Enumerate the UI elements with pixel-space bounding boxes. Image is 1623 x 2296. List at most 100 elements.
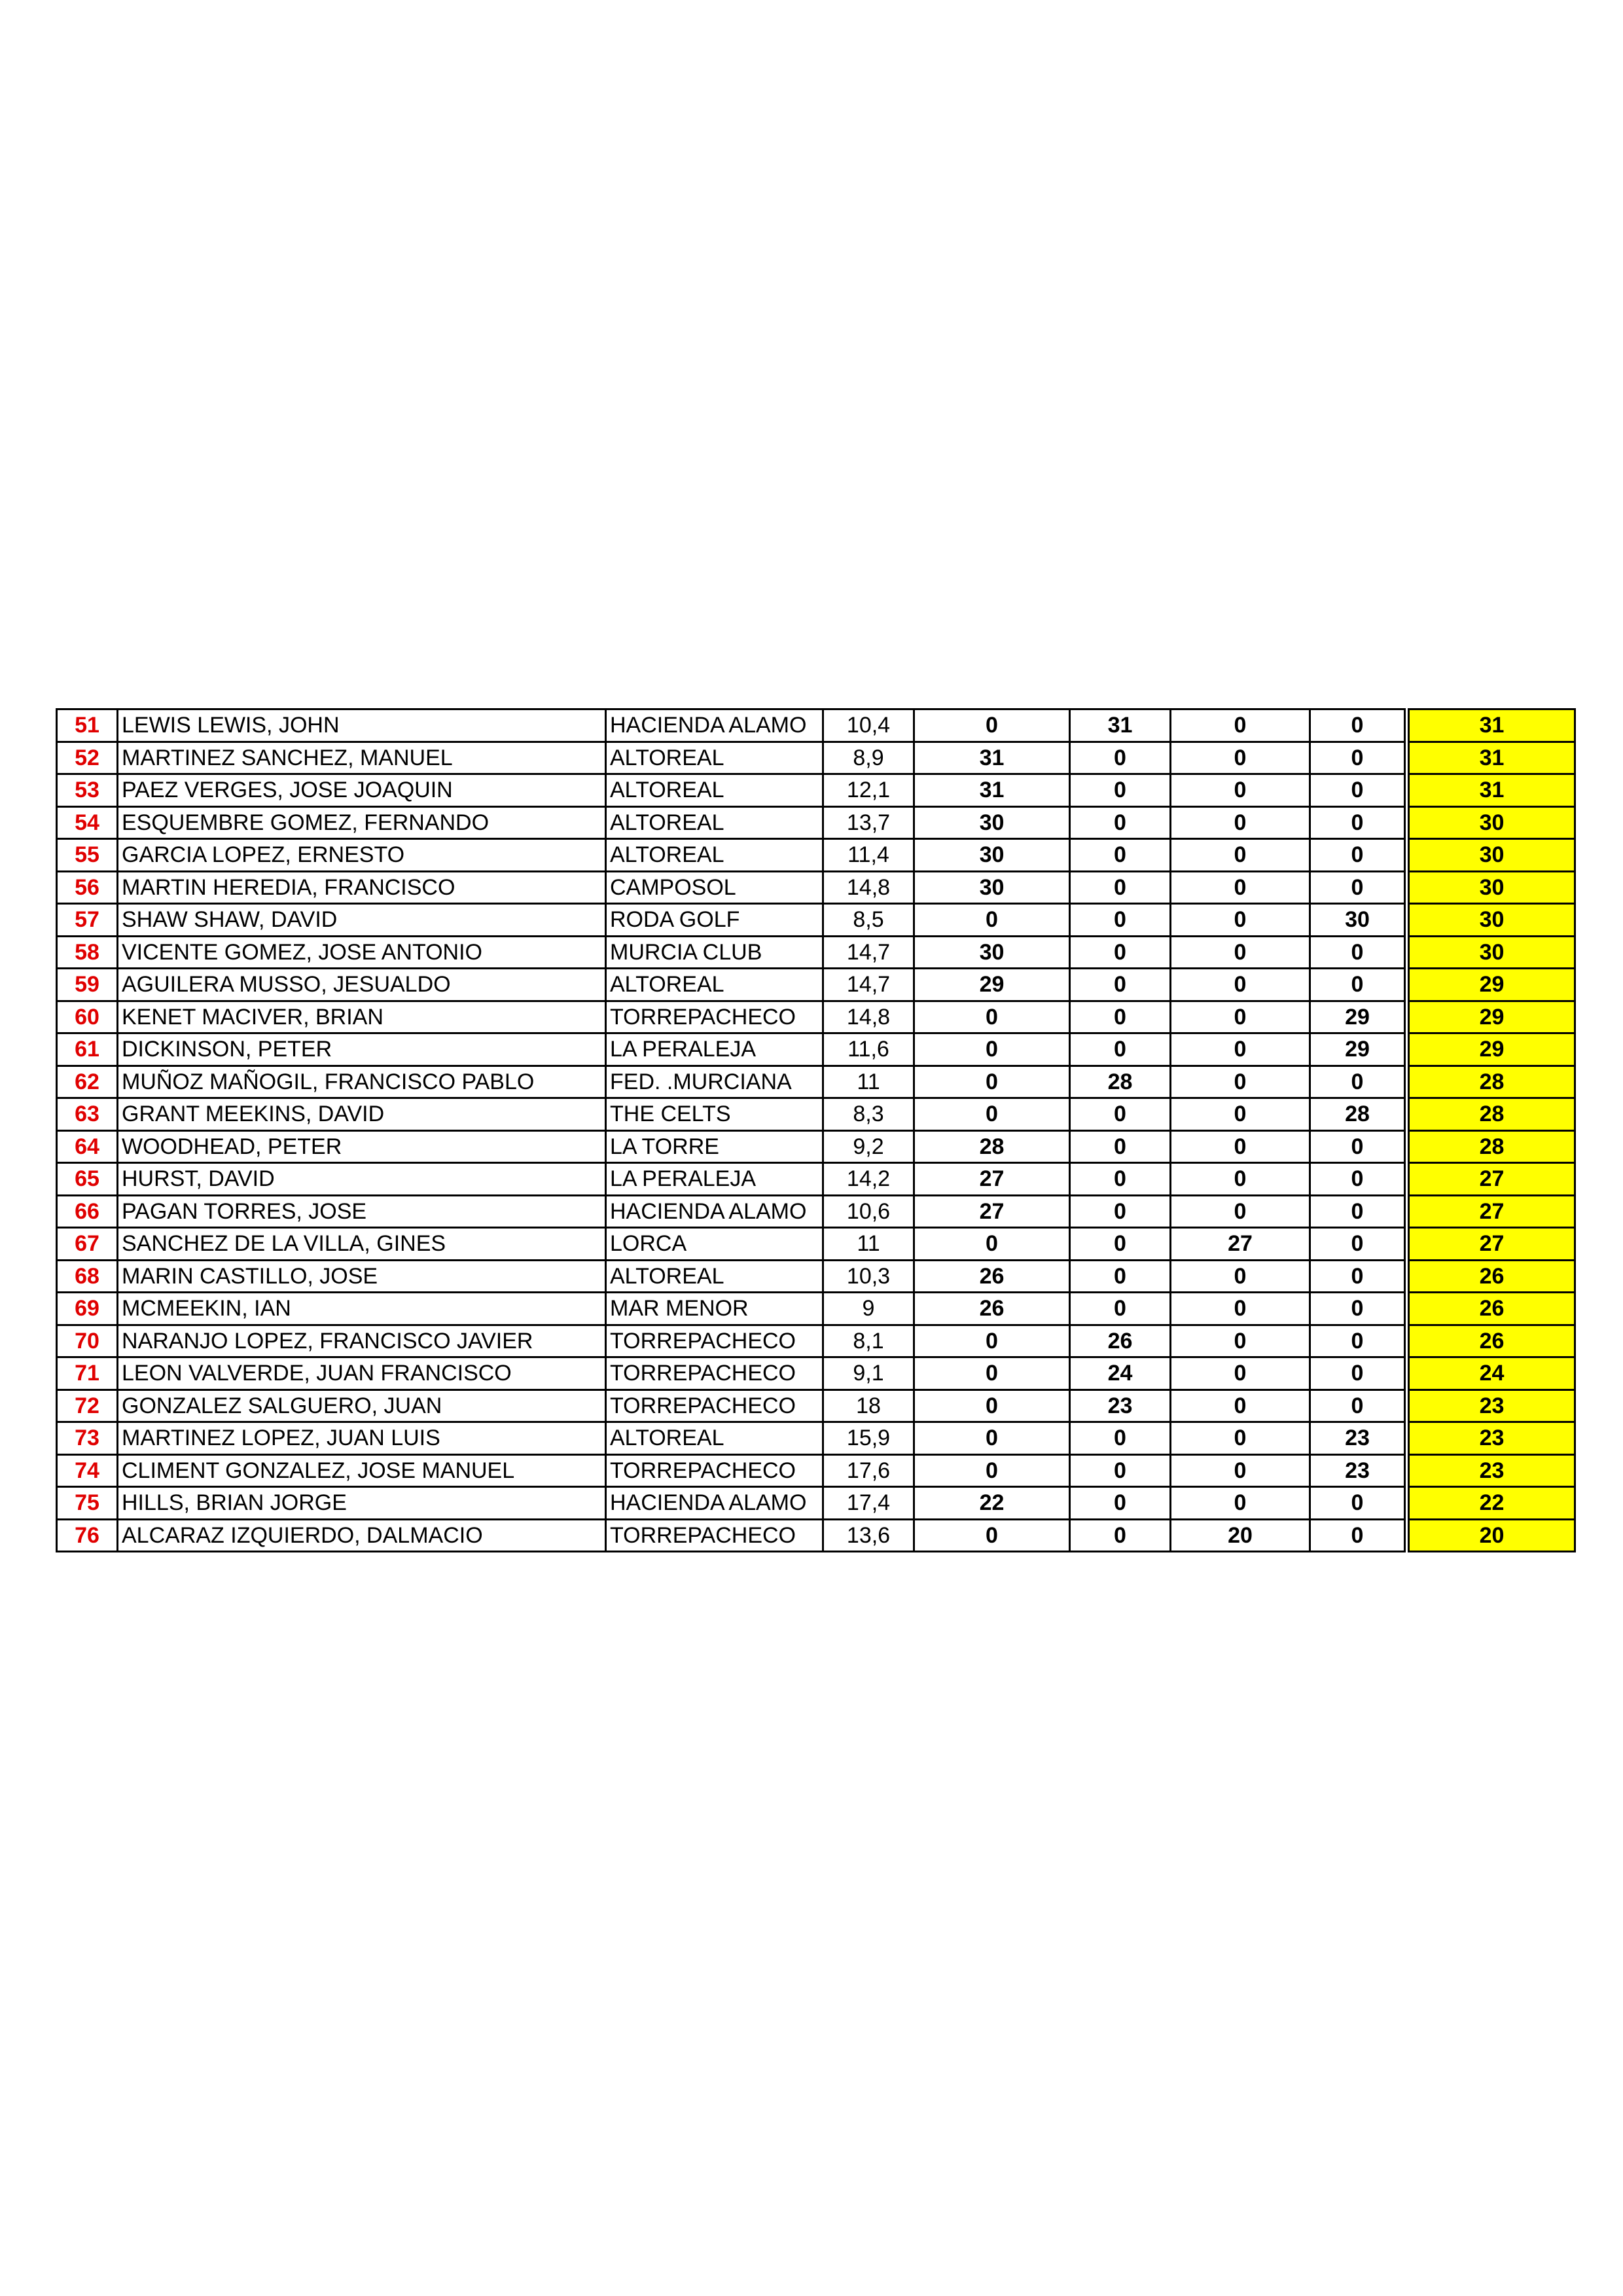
score-cell-4: 23 — [1309, 1421, 1408, 1456]
score-cell-1: 27 — [913, 1194, 1071, 1229]
rank-cell: 57 — [56, 903, 118, 937]
player-name-cell: GARCIA LOPEZ, ERNESTO — [116, 838, 607, 872]
club-cell: ALTOREAL — [605, 805, 824, 840]
score-cell-3: 0 — [1169, 1388, 1311, 1423]
rank-cell: 76 — [56, 1518, 118, 1552]
score-cell-2: 0 — [1069, 1259, 1171, 1293]
score-cell-4: 0 — [1309, 838, 1408, 872]
total-score-cell: 30 — [1404, 903, 1576, 937]
score-cell-3: 0 — [1169, 935, 1311, 969]
score-cell-2: 28 — [1069, 1064, 1171, 1099]
score-cell-1: 30 — [913, 935, 1071, 969]
handicap-cell: 10,6 — [822, 1194, 915, 1229]
score-cell-3: 0 — [1169, 999, 1311, 1034]
score-cell-2: 0 — [1069, 1421, 1171, 1456]
player-name-cell: GRANT MEEKINS, DAVID — [116, 1097, 607, 1132]
score-cell-1: 26 — [913, 1259, 1071, 1293]
table-row: 59 AGUILERA MUSSO, JESUALDO ALTOREAL 14,7 29… — [56, 967, 1576, 1002]
player-name-cell: MARTINEZ LOPEZ, JUAN LUIS — [116, 1421, 607, 1456]
player-name-cell: HURST, DAVID — [116, 1162, 607, 1196]
score-cell-2: 0 — [1069, 935, 1171, 969]
total-score-cell: 26 — [1404, 1259, 1576, 1293]
score-cell-2: 0 — [1069, 1032, 1171, 1067]
score-cell-4: 28 — [1309, 1097, 1408, 1132]
club-cell: TORREPACHECO — [605, 1453, 824, 1488]
score-cell-1: 0 — [913, 1323, 1071, 1358]
score-cell-4: 29 — [1309, 999, 1408, 1034]
rank-cell: 54 — [56, 805, 118, 840]
player-name-cell: SANCHEZ DE LA VILLA, GINES — [116, 1227, 607, 1261]
club-cell: TORREPACHECO — [605, 1518, 824, 1552]
score-cell-2: 0 — [1069, 1453, 1171, 1488]
score-cell-3: 0 — [1169, 1129, 1311, 1164]
score-cell-2: 0 — [1069, 805, 1171, 840]
score-cell-1: 0 — [913, 1097, 1071, 1132]
club-cell: HACIENDA ALAMO — [605, 1194, 824, 1229]
score-cell-4: 29 — [1309, 1032, 1408, 1067]
score-cell-1: 0 — [913, 708, 1071, 743]
score-cell-1: 26 — [913, 1291, 1071, 1326]
club-cell: ALTOREAL — [605, 1259, 824, 1293]
total-score-cell: 31 — [1404, 740, 1576, 775]
total-score-cell: 26 — [1404, 1291, 1576, 1326]
club-cell: THE CELTS — [605, 1097, 824, 1132]
score-cell-4: 0 — [1309, 1064, 1408, 1099]
rank-cell: 63 — [56, 1097, 118, 1132]
total-score-cell: 20 — [1404, 1518, 1576, 1552]
score-cell-4: 0 — [1309, 708, 1408, 743]
handicap-cell: 15,9 — [822, 1421, 915, 1456]
score-cell-1: 31 — [913, 740, 1071, 775]
player-name-cell: CLIMENT GONZALEZ, JOSE MANUEL — [116, 1453, 607, 1488]
club-cell: TORREPACHECO — [605, 1323, 824, 1358]
score-cell-2: 0 — [1069, 1097, 1171, 1132]
club-cell: TORREPACHECO — [605, 999, 824, 1034]
total-score-cell: 24 — [1404, 1356, 1576, 1391]
score-cell-2: 0 — [1069, 1194, 1171, 1229]
handicap-cell: 14,8 — [822, 999, 915, 1034]
player-name-cell: ALCARAZ IZQUIERDO, DALMACIO — [116, 1518, 607, 1552]
table-row: 60 KENET MACIVER, BRIAN TORREPACHECO 14,8 0 0… — [56, 999, 1576, 1034]
score-cell-4: 0 — [1309, 1323, 1408, 1358]
score-cell-2: 0 — [1069, 1518, 1171, 1552]
rank-cell: 61 — [56, 1032, 118, 1067]
score-cell-2: 31 — [1069, 708, 1171, 743]
club-cell: ALTOREAL — [605, 967, 824, 1002]
player-name-cell: MARIN CASTILLO, JOSE — [116, 1259, 607, 1293]
table-row: 75 HILLS, BRIAN JORGE HACIENDA ALAMO 17,4 22… — [56, 1486, 1576, 1520]
handicap-cell: 14,8 — [822, 870, 915, 905]
total-score-cell: 30 — [1404, 805, 1576, 840]
player-name-cell: AGUILERA MUSSO, JESUALDO — [116, 967, 607, 1002]
total-score-cell: 23 — [1404, 1421, 1576, 1456]
score-cell-3: 0 — [1169, 805, 1311, 840]
table-row: 76 ALCARAZ IZQUIERDO, DALMACIO TORREPACHEC… — [56, 1518, 1576, 1552]
club-cell: ALTOREAL — [605, 838, 824, 872]
table-row: 74 CLIMENT GONZALEZ, JOSE MANUEL TORREPACH… — [56, 1453, 1576, 1488]
rank-cell: 64 — [56, 1129, 118, 1164]
score-cell-3: 20 — [1169, 1518, 1311, 1552]
total-score-cell: 23 — [1404, 1453, 1576, 1488]
total-score-cell: 27 — [1404, 1162, 1576, 1196]
score-cell-2: 0 — [1069, 1227, 1171, 1261]
score-cell-4: 23 — [1309, 1453, 1408, 1488]
score-cell-1: 28 — [913, 1129, 1071, 1164]
score-cell-3: 0 — [1169, 708, 1311, 743]
score-cell-3: 0 — [1169, 1323, 1311, 1358]
club-cell: LA PERALEJA — [605, 1162, 824, 1196]
total-score-cell: 29 — [1404, 1032, 1576, 1067]
rank-cell: 69 — [56, 1291, 118, 1326]
club-cell: MAR MENOR — [605, 1291, 824, 1326]
club-cell: TORREPACHECO — [605, 1356, 824, 1391]
total-score-cell: 29 — [1404, 967, 1576, 1002]
rank-cell: 62 — [56, 1064, 118, 1099]
total-score-cell: 30 — [1404, 838, 1576, 872]
handicap-cell: 12,1 — [822, 773, 915, 808]
score-cell-4: 0 — [1309, 1486, 1408, 1520]
score-cell-1: 0 — [913, 1388, 1071, 1423]
score-cell-4: 0 — [1309, 1388, 1408, 1423]
handicap-cell: 11,6 — [822, 1032, 915, 1067]
score-cell-3: 0 — [1169, 1064, 1311, 1099]
player-name-cell: MCMEEKIN, IAN — [116, 1291, 607, 1326]
score-cell-1: 30 — [913, 870, 1071, 905]
handicap-cell: 13,7 — [822, 805, 915, 840]
handicap-cell: 11 — [822, 1064, 915, 1099]
